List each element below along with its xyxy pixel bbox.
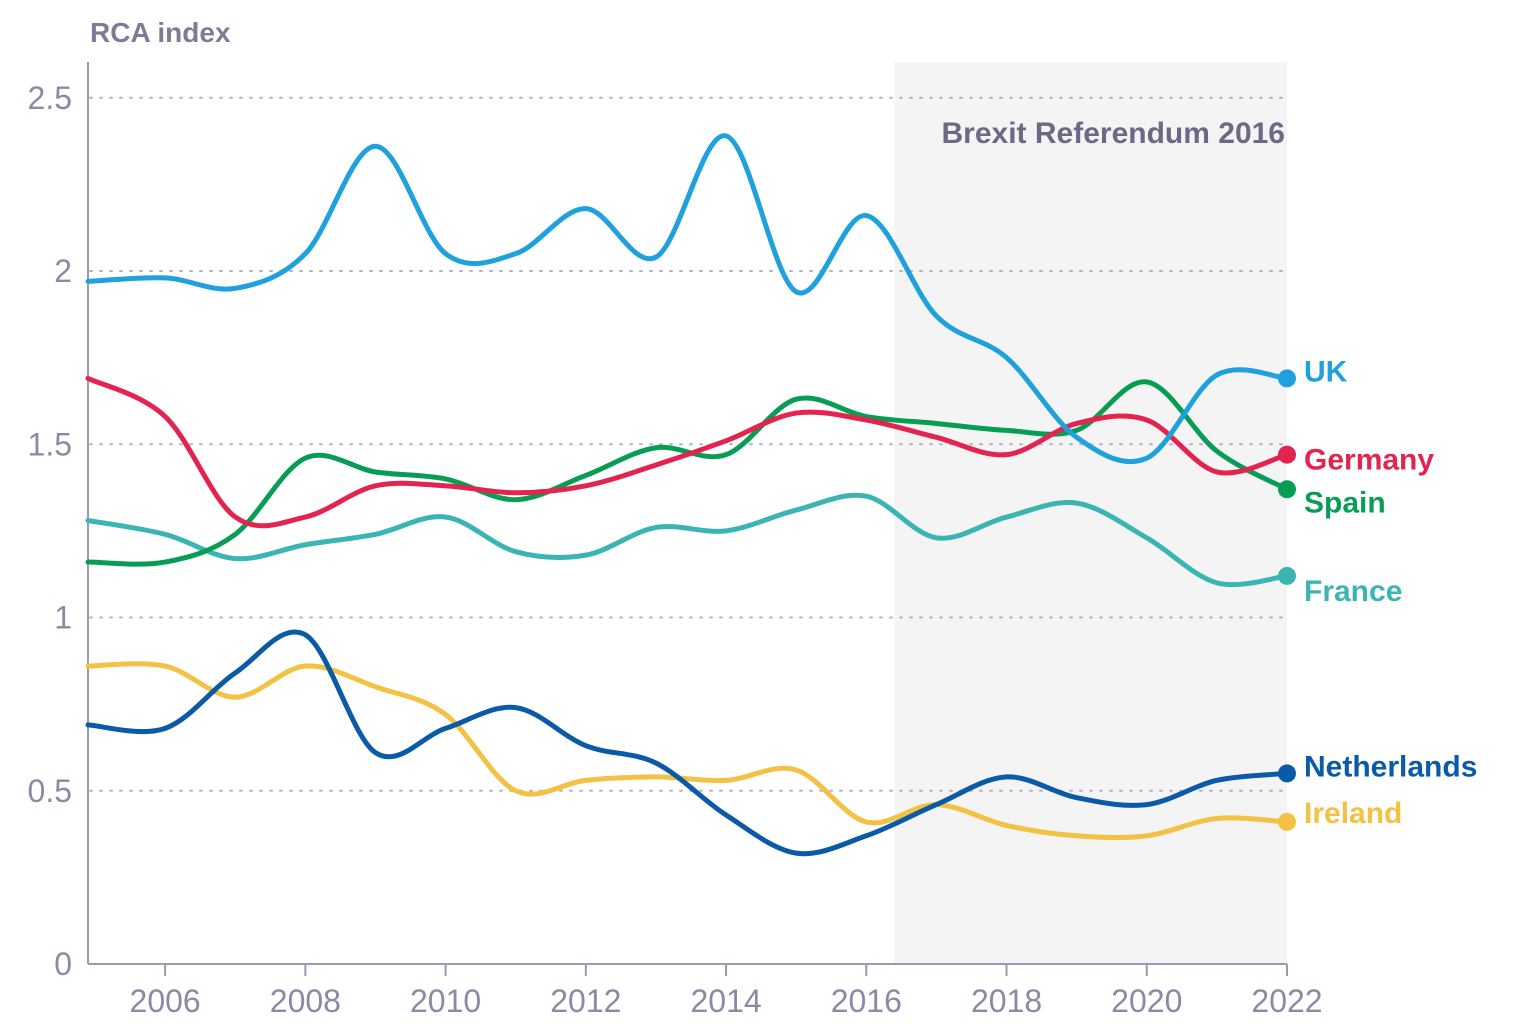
brexit-shaded-region	[894, 62, 1287, 964]
series-line-germany	[85, 375, 1290, 529]
x-tick-label: 2008	[270, 983, 341, 1019]
x-tick-label: 2014	[690, 983, 761, 1019]
y-axis-title: RCA index	[90, 17, 231, 48]
series-label-germany: Germany	[1304, 444, 1434, 477]
brexit-annotation: Brexit Referendum 2016	[942, 117, 1285, 150]
series-label-netherlands: Netherlands	[1304, 750, 1477, 783]
end-marker-france	[1278, 566, 1296, 585]
series-label-france: France	[1304, 575, 1402, 608]
series-labels: Ireland France Spain Germany Netherlands UK	[1304, 355, 1477, 830]
y-tick-label: 0.5	[28, 773, 72, 809]
end-marker-germany	[1278, 445, 1296, 464]
x-tick-label: 2020	[1111, 983, 1182, 1019]
x-tick-label: 2006	[130, 983, 201, 1019]
x-tick-label: 2018	[971, 983, 1042, 1019]
x-tick-label: 2016	[831, 983, 902, 1019]
series-lines	[85, 133, 1296, 857]
y-tick-label: 1	[54, 600, 72, 636]
series-line-uk	[85, 133, 1290, 465]
series-label-uk: UK	[1304, 355, 1348, 388]
end-marker-netherlands	[1278, 764, 1296, 783]
y-tick-label: 0	[54, 946, 72, 982]
x-tick-label: 2022	[1251, 983, 1322, 1019]
end-marker-spain	[1278, 480, 1296, 499]
end-marker-ireland	[1278, 812, 1296, 831]
axes: 0 0.5 1 1.5 2 2.5 2006 2008 2010 2012 2014 2016 2018…	[28, 62, 1323, 1019]
y-tick-label: 2	[54, 253, 72, 289]
y-tick-label: 1.5	[28, 426, 72, 462]
series-line-netherlands	[85, 629, 1290, 857]
x-tick-label: 2010	[410, 983, 481, 1019]
series-label-spain: Spain	[1304, 486, 1386, 519]
grid-lines	[89, 96, 1288, 792]
series-line-france	[85, 492, 1290, 588]
y-tick-label: 2.5	[28, 80, 72, 116]
series-label-ireland: Ireland	[1304, 797, 1402, 830]
x-tick-label: 2012	[550, 983, 621, 1019]
end-marker-uk	[1278, 369, 1296, 388]
